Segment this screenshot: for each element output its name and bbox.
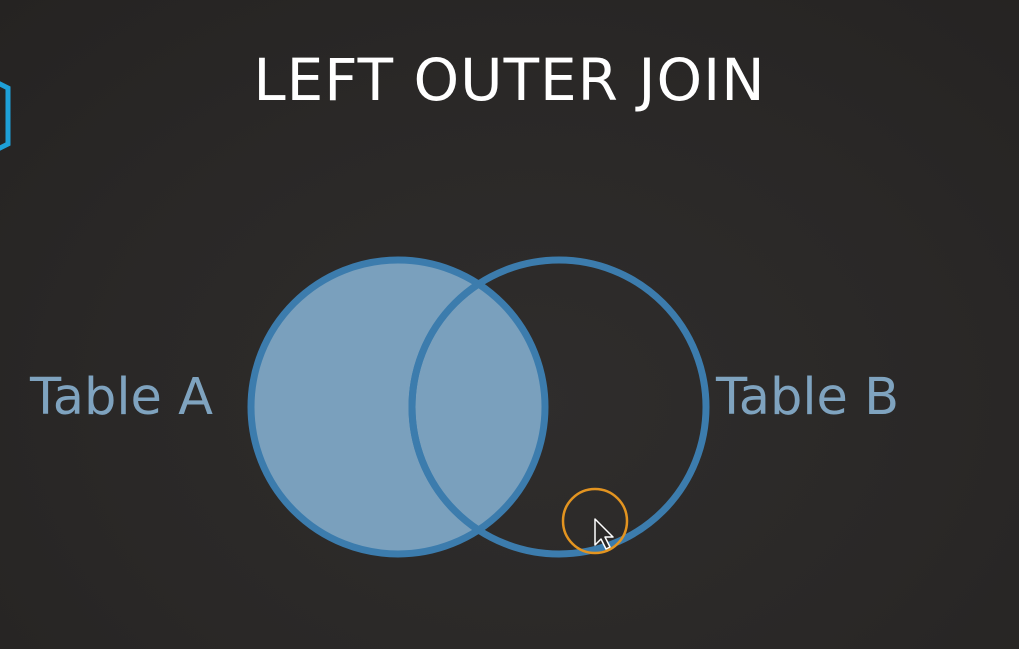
venn-intersection-outline xyxy=(408,260,545,554)
hexagon-logo-icon xyxy=(0,81,11,151)
table-a-label: Table A xyxy=(30,368,213,427)
mouse-cursor xyxy=(561,487,629,555)
venn-circle-table-a xyxy=(247,256,549,558)
slide-title: LEFT OUTER JOIN xyxy=(253,46,766,114)
venn-circle-table-a-fill xyxy=(251,260,545,554)
cursor-highlight-ring xyxy=(561,487,629,555)
table-b-label: Table B xyxy=(716,368,900,427)
arrow-cursor-icon xyxy=(594,518,614,550)
